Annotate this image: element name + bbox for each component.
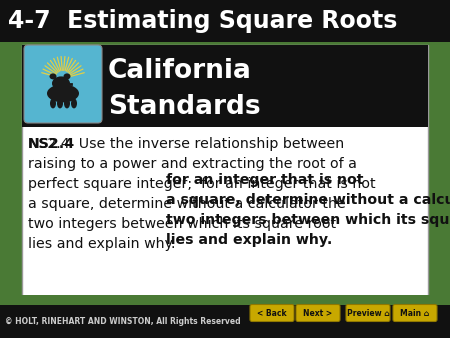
Text: for an integer that is not
a square, determine without a calculator the
two inte: for an integer that is not a square, det… bbox=[166, 173, 450, 247]
Ellipse shape bbox=[50, 98, 56, 108]
Text: Preview ⌂: Preview ⌂ bbox=[346, 309, 389, 317]
Ellipse shape bbox=[63, 73, 71, 79]
FancyBboxPatch shape bbox=[22, 45, 428, 127]
Ellipse shape bbox=[64, 98, 70, 108]
Ellipse shape bbox=[57, 98, 63, 108]
Text: Main ⌂: Main ⌂ bbox=[400, 309, 430, 317]
Text: NS2.4  Use the inverse relationship between
raising to a power and extracting th: NS2.4 Use the inverse relationship betwe… bbox=[28, 137, 376, 251]
Text: 4-7  Estimating Square Roots: 4-7 Estimating Square Roots bbox=[8, 9, 397, 33]
Ellipse shape bbox=[52, 76, 70, 90]
Text: © HOLT, RINEHART AND WINSTON, All Rights Reserved: © HOLT, RINEHART AND WINSTON, All Rights… bbox=[5, 317, 241, 326]
FancyBboxPatch shape bbox=[296, 305, 340, 321]
FancyBboxPatch shape bbox=[346, 305, 390, 321]
FancyBboxPatch shape bbox=[250, 305, 294, 321]
Text: NS2.4: NS2.4 bbox=[28, 137, 75, 151]
FancyBboxPatch shape bbox=[24, 45, 102, 123]
Text: California: California bbox=[108, 58, 252, 84]
FancyBboxPatch shape bbox=[22, 45, 428, 297]
FancyBboxPatch shape bbox=[0, 0, 450, 42]
Text: Next >: Next > bbox=[303, 309, 333, 317]
Text: < Back: < Back bbox=[257, 309, 287, 317]
FancyBboxPatch shape bbox=[0, 295, 450, 305]
Ellipse shape bbox=[47, 84, 79, 102]
FancyBboxPatch shape bbox=[0, 305, 450, 338]
Ellipse shape bbox=[50, 73, 57, 79]
Ellipse shape bbox=[71, 98, 77, 108]
FancyBboxPatch shape bbox=[393, 305, 437, 321]
Text: Standards: Standards bbox=[108, 94, 261, 120]
